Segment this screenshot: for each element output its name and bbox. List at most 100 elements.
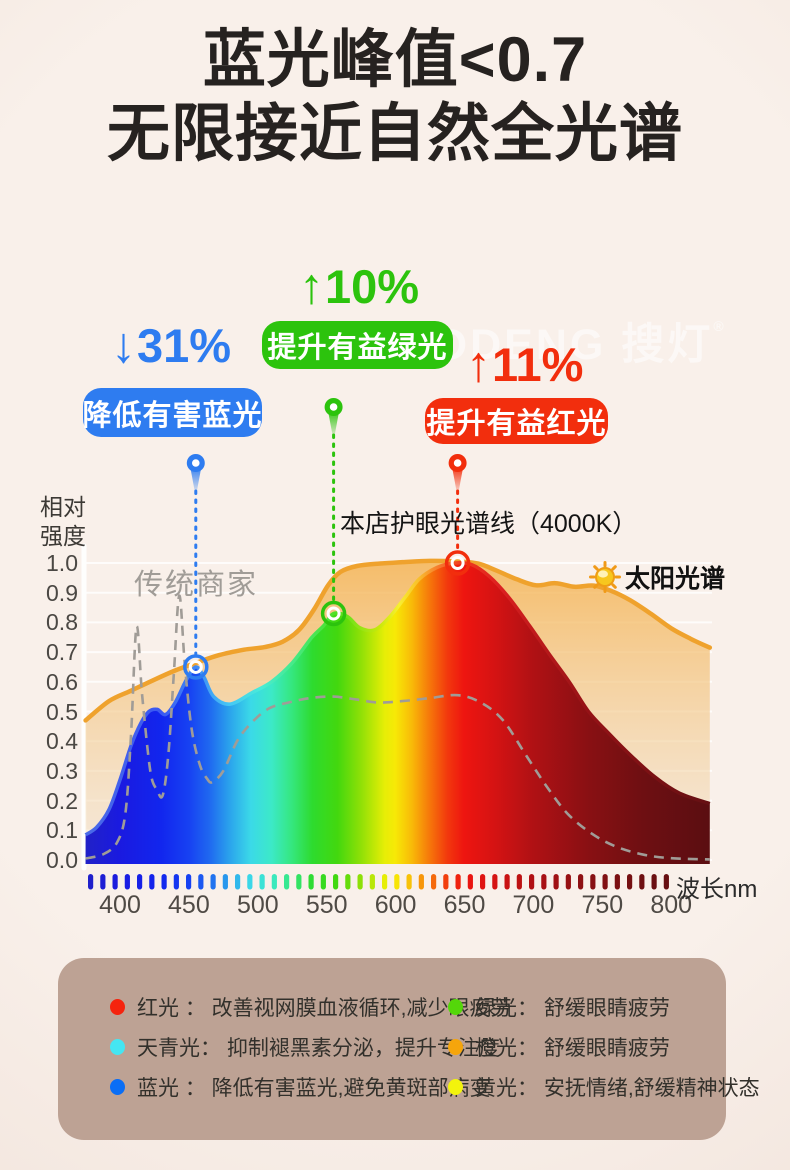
y-tick-label: 0.1 xyxy=(46,817,78,844)
x-tick-label: 550 xyxy=(305,891,348,919)
green-light-badge: 提升有益绿光 xyxy=(262,321,453,369)
legend-item: 黄光： 安抚情绪,舒缓精神状态 xyxy=(448,1067,760,1107)
curve-point-marker xyxy=(320,600,347,627)
legend-color-dot-icon xyxy=(448,1079,463,1095)
wavelength-axis-dash xyxy=(565,874,571,890)
wavelength-axis-dash xyxy=(614,874,620,890)
wavelength-axis-dash xyxy=(467,874,473,890)
y-tick-label: 0.5 xyxy=(46,698,78,725)
x-tick-label: 800 xyxy=(650,891,693,919)
blue-light-badge: 降低有害蓝光 xyxy=(83,388,262,437)
wavelength-axis-dash xyxy=(149,874,155,890)
legend-item: 蓝光 ： 降低有害蓝光,避免黄斑部病变 xyxy=(110,1067,491,1107)
pin-tail xyxy=(328,414,339,441)
x-tick-label: 650 xyxy=(443,891,486,919)
wavelength-axis-dash xyxy=(161,874,167,890)
legend-item: 天青光： 抑制褪黑素分泌，提升专注度 xyxy=(110,1027,500,1067)
wavelength-axis-dash xyxy=(443,874,449,890)
x-tick-label: 500 xyxy=(236,891,279,919)
x-tick-label: 450 xyxy=(168,891,210,919)
pin-tail xyxy=(452,470,463,497)
red-light-badge: 提升有益红光 xyxy=(425,398,608,444)
wavelength-axis-dash xyxy=(541,874,547,890)
wavelength-axis-dash xyxy=(504,874,510,890)
x-tick-label: 600 xyxy=(374,891,417,919)
wavelength-axis-dash xyxy=(382,874,388,890)
wavelength-axis-dash xyxy=(406,874,412,890)
y-tick-label: 0.8 xyxy=(46,609,78,636)
wavelength-axis-dash xyxy=(308,874,314,890)
red-increase-percent: ↑11% xyxy=(466,336,584,392)
wavelength-axis-dash xyxy=(198,874,204,890)
y-tick-label: 0.4 xyxy=(46,728,78,755)
x-tick-label: 700 xyxy=(512,891,555,919)
wavelength-axis-dash xyxy=(602,874,608,890)
wavelength-axis-dash xyxy=(284,874,290,890)
wavelength-axis-dash xyxy=(210,874,216,890)
legend-item: 橙光： 舒缓眼睛疲劳 xyxy=(448,1027,760,1067)
wavelength-axis-dash xyxy=(529,874,535,890)
sun-spectrum-label: 太阳光谱 xyxy=(589,559,725,595)
brand-watermark: SODENG 搜灯® xyxy=(402,318,724,369)
wavelength-axis-dash xyxy=(651,874,657,890)
title-line1: 蓝光峰值<0.7 xyxy=(202,25,588,95)
wavelength-axis-dash xyxy=(173,874,179,890)
wavelength-axis-dash xyxy=(235,874,241,890)
legend-item-text: 绿光： 舒缓眼睛疲劳 xyxy=(475,997,670,1020)
legend-item-text: 红光 ： 改善视网膜血液循环,减少眼疲劳 xyxy=(137,997,512,1020)
wavelength-axis-dash xyxy=(431,874,437,890)
wavelength-axis-dash xyxy=(516,874,522,890)
y-axis-title: 相对 强度 xyxy=(40,494,86,549)
legend-color-dot-icon xyxy=(110,999,125,1015)
wavelength-axis-dash xyxy=(247,874,253,890)
curve-point-marker xyxy=(183,654,209,680)
legend-item-text: 蓝光 ： 降低有害蓝光,避免黄斑部病变 xyxy=(137,1077,491,1100)
legend-item: 红光 ： 改善视网膜血液循环,减少眼疲劳 xyxy=(110,987,512,1027)
wavelength-axis-dash xyxy=(345,874,351,890)
wavelength-axis-dash xyxy=(418,874,424,890)
legend-color-dot-icon xyxy=(448,1039,463,1055)
wavelength-axis-dash xyxy=(100,874,106,890)
wavelength-axis-dash xyxy=(296,874,302,890)
wavelength-axis-dash xyxy=(663,874,669,890)
wavelength-axis-dash xyxy=(124,874,130,890)
y-tick-label: 0.6 xyxy=(46,668,78,695)
x-tick-label: 400 xyxy=(99,891,141,919)
y-tick-label: 0.7 xyxy=(46,639,78,666)
y-tick-label: 0.0 xyxy=(46,847,78,873)
store-spectrum-label: 本店护眼光谱线（4000K） xyxy=(340,510,638,538)
y-tick-label: 1.0 xyxy=(46,550,78,576)
wavelength-axis-dash xyxy=(627,874,633,890)
green-increase-percent: ↑10% xyxy=(299,258,420,314)
y-tick-label: 0.9 xyxy=(46,579,78,606)
wavelength-axis-dash xyxy=(590,874,596,890)
store-spectrum-area xyxy=(85,562,710,864)
x-axis-title: 波长nm xyxy=(676,876,758,903)
store-spectrum-line xyxy=(84,560,711,837)
traditional-merchant-label: 传统商家 xyxy=(134,569,259,601)
up-arrow-icon: ↑ xyxy=(299,258,324,314)
wavelength-axis-dash xyxy=(639,874,645,890)
curve-point-marker xyxy=(444,550,471,576)
down-arrow-icon: ↓ xyxy=(111,317,136,373)
legend-color-dot-icon xyxy=(110,1079,125,1095)
registered-mark-icon: ® xyxy=(713,318,724,334)
legend-color-dot-icon xyxy=(448,999,463,1015)
wavelength-axis-dash xyxy=(357,874,363,890)
pin-tail xyxy=(190,470,201,497)
wavelength-axis-dash xyxy=(88,874,94,890)
x-tick-label: 750 xyxy=(581,891,624,919)
wavelength-axis-dash xyxy=(186,874,192,890)
title-line2: 无限接近自然全光谱 xyxy=(107,98,683,169)
legend-item-text: 黄光： 安抚情绪,舒缓精神状态 xyxy=(475,1077,760,1100)
up-arrow-icon: ↑ xyxy=(466,336,491,392)
sun-icon xyxy=(589,561,621,593)
wavelength-axis-dash xyxy=(394,874,400,890)
wavelength-axis-dash xyxy=(369,874,375,890)
legend-item-text: 天青光： 抑制褪黑素分泌，提升专注度 xyxy=(137,1037,500,1060)
wavelength-axis-dash xyxy=(333,874,339,890)
page-title: 蓝光峰值<0.7 无限接近自然全光谱 xyxy=(0,24,790,171)
wavelength-axis-dash xyxy=(480,874,486,890)
